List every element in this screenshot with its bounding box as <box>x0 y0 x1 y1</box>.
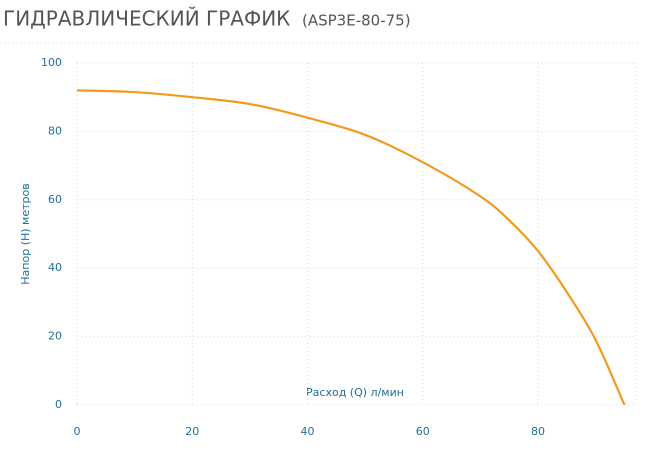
x-tick-label: 0 <box>74 425 81 438</box>
y-tick-label: 40 <box>48 261 62 274</box>
series-line <box>76 89 626 406</box>
x-axis-label: Расход (Q) л/мин <box>306 386 404 399</box>
x-tick-label: 40 <box>301 425 315 438</box>
y-axis-label: Напор (H) метров <box>19 183 32 284</box>
y-tick-label: 100 <box>41 56 62 69</box>
x-tick-label: 80 <box>531 425 545 438</box>
y-tick-label: 80 <box>48 124 62 137</box>
chart-title: ГИДРАВЛИЧЕСКИЙ ГРАФИК <box>3 7 290 31</box>
y-tick-label: 60 <box>48 193 62 206</box>
x-tick-label: 60 <box>416 425 430 438</box>
chart-subtitle: (ASP3E-80-75) <box>302 12 411 30</box>
y-tick-label: 0 <box>55 398 62 411</box>
y-tick-label: 20 <box>48 330 62 343</box>
x-tick-label: 20 <box>185 425 199 438</box>
